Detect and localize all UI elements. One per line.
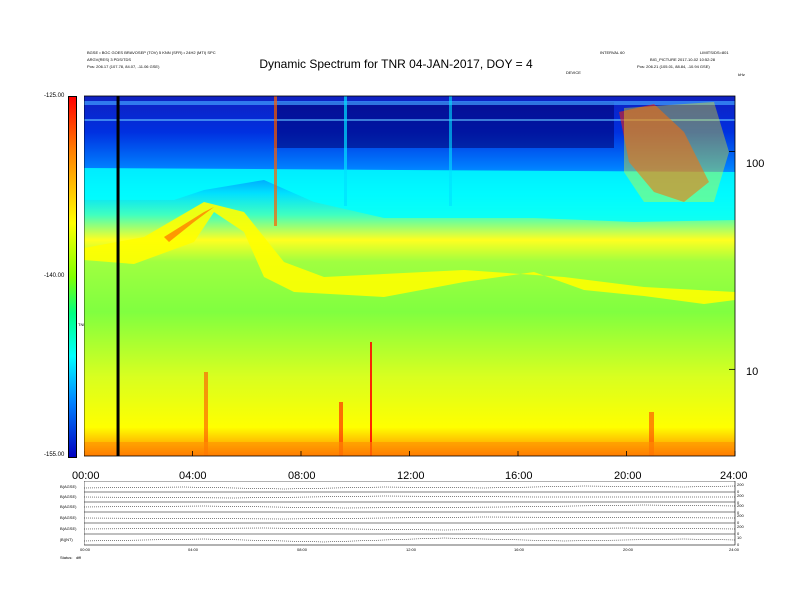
header-start-position: Pos: 206.17 (107.78, 84.07, -11.06 GSE) [87,64,160,69]
panel-label-4: B(AGSE) [60,515,77,520]
panel-right-9: 200 [737,524,744,529]
panel-x-tick-3: 12:00 [406,547,417,552]
panel-label-3: B(AGSE) [60,504,77,509]
yellow-hotspot-right [624,102,729,202]
x-tick-marks [84,451,736,456]
streak-1 [274,96,277,226]
panel-x-tick-4: 16:00 [514,547,525,552]
trace-2 [84,495,735,499]
y-tick-marks [729,151,735,370]
streak-2 [344,96,347,206]
bottom-panel-frame [84,481,736,546]
spectrogram [84,95,736,457]
status-label: Status: [60,555,73,560]
panel-label-1: B(AGSE) [60,484,77,489]
trace-4 [84,516,736,520]
orange-streak [164,207,214,242]
x-tick-label-5: 20:00 [614,470,642,482]
red-hotspot-right [619,104,709,202]
panel-right-11: 10 [737,535,742,540]
panel-right-12: 0 [737,542,740,547]
header-limits: LIMITS/DS=801 [700,50,729,55]
panel-right-1: 200 [737,482,744,487]
header-big-picture: BIG_PICTURE 2017-10-02 10:52:28 [650,57,715,62]
streak-3 [449,96,452,206]
bottom-rim [84,442,735,456]
streak-6 [204,372,208,456]
streak-4 [370,342,372,456]
panel-x-tick-5: 20:00 [623,547,634,552]
x-tick-label-0: 00:00 [72,470,100,482]
trace-1 [84,485,736,490]
colorbar [68,96,77,458]
colorbar-label-top: -125.00 [44,93,65,99]
header-source-line: BGSE • BGC GOES BRAVOSEP (TOV) 5 KNN (SF… [87,50,216,55]
panel-x-tick-1: 04:00 [188,547,199,552]
panel-right-6: 0 [737,510,740,515]
panel-label-6: |B|(NT) [60,537,73,542]
trace-3 [84,504,736,509]
yellow-front [84,202,735,304]
header-interval: INTERVAL 60 [600,50,625,55]
colorbar-label-bottom: -155.00 [44,452,65,458]
x-tick-label-3: 12:00 [397,470,425,482]
panel-label-5: B(AGSE) [60,526,77,531]
panel-x-tick-2: 08:00 [297,547,308,552]
status-value: dffi [76,555,82,560]
chart-title: Dynamic Spectrum for TNR 04-JAN-2017, DO… [259,57,533,71]
trace-5 [84,527,736,531]
colorbar-label-mid: -140.00 [44,273,65,279]
cyan-region [84,168,735,222]
panel-right-4: 0 [737,500,740,505]
x-tick-label-2: 08:00 [288,470,316,482]
y-tick-label-100: 100 [746,158,765,170]
header-end-position: Pos: 206.21 (105.01, 88.84, -10.94 GSE) [637,64,710,69]
bottom-panel [84,481,736,546]
light-band-line [84,101,735,105]
panel-right-7: 200 [737,513,744,518]
streak-5 [339,402,343,456]
panel-label-2: B(AGSE) [60,494,77,499]
y-tick-label-10: 10 [746,366,759,378]
x-tick-label-4: 16:00 [505,470,533,482]
x-tick-label-1: 04:00 [179,470,207,482]
panel-x-tick-6: 24:00 [729,547,740,552]
panel-right-8: 0 [737,520,740,525]
colorbar-axis-label: TNR [78,322,87,327]
panel-right-2: 0 [737,489,740,494]
streak-7 [649,412,654,456]
panel-right-10: 0 [737,531,740,536]
trace-6 [84,537,736,543]
time-marker-line [116,96,120,456]
x-tick-label-6: 24:00 [720,470,748,482]
header-khz-label: kHz [738,72,745,77]
header-device-label: DEVICE [566,70,581,75]
light-band-line-2 [84,119,735,121]
panel-right-5: 200 [737,503,744,508]
dark-band [274,102,614,148]
panel-x-tick-0: 00:00 [80,547,91,552]
panel-right-3: 200 [737,493,744,498]
header-resolution-line: ARGV(RES) 3 PDS/TDS [87,57,132,62]
